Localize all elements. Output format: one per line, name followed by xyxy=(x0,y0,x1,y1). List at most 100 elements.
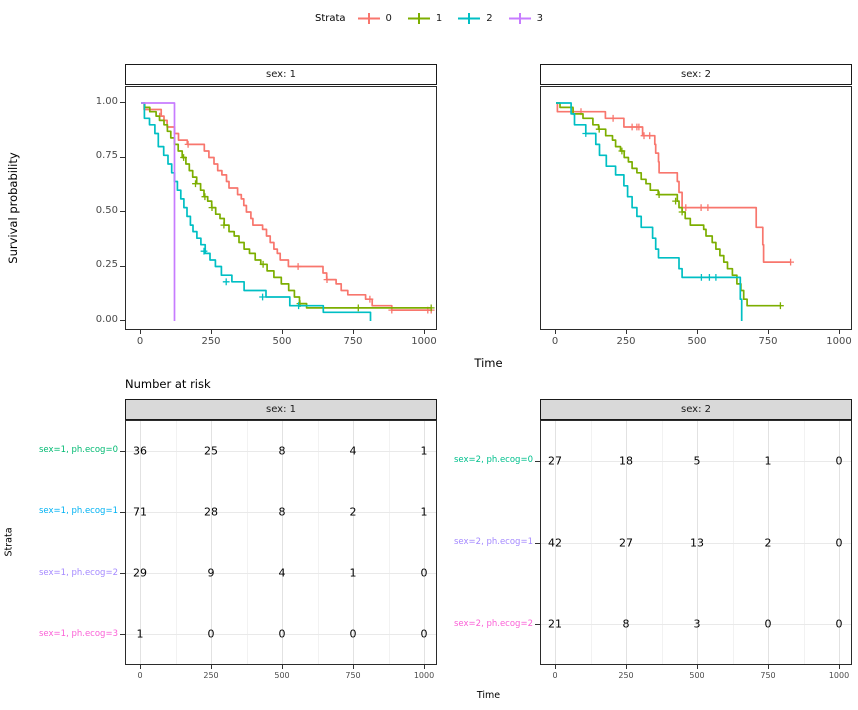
gridline-vertical-major xyxy=(282,421,283,664)
risk-x-tick-label: 0 xyxy=(552,671,558,680)
risk-count: 8 xyxy=(278,505,286,519)
y-tick-label: 0.50 xyxy=(95,204,118,216)
risk-count: 0 xyxy=(278,627,286,641)
gridline-horizontal xyxy=(541,460,851,462)
legend-item-label: 1 xyxy=(435,12,443,24)
risk-row-label: sex=1, ph.ecog=2 xyxy=(39,567,118,578)
x-tick-mark xyxy=(282,330,283,334)
x-tick-label: 500 xyxy=(687,336,707,347)
risk-count: 8 xyxy=(622,617,630,631)
risk-x-tick-mark xyxy=(282,665,283,669)
gridline-horizontal xyxy=(126,634,436,636)
risk-count: 1 xyxy=(420,505,428,519)
x-axis-title: Time xyxy=(474,356,503,370)
y-tick-label: 0.25 xyxy=(95,259,118,270)
gridline-vertical-major xyxy=(424,421,425,664)
risk-count: 27 xyxy=(548,454,562,468)
risk-count: 71 xyxy=(133,505,147,519)
risk-count: 3 xyxy=(693,617,701,631)
risk-count: 27 xyxy=(619,536,633,549)
x-tick-label: 1000 xyxy=(411,336,437,347)
risk-count: 0 xyxy=(349,627,357,641)
x-tick-label: 250 xyxy=(201,336,221,347)
survival-curves-canvas xyxy=(141,102,435,321)
x-tick-mark xyxy=(353,330,354,334)
risk-x-tick-label: 750 xyxy=(345,671,361,680)
risk-row-label: sex=2, ph.ecog=1 xyxy=(454,537,533,547)
risk-count: 29 xyxy=(133,566,147,580)
survival-curve-strata-2 xyxy=(556,102,743,321)
gridline-vertical-minor xyxy=(317,421,319,664)
risk-strip-sex1-label: sex: 1 xyxy=(265,404,296,415)
x-tick-label: 1000 xyxy=(826,336,852,347)
gridline-vertical-minor xyxy=(246,421,248,664)
risk-row-label: sex=1, ph.ecog=0 xyxy=(39,445,118,456)
gridline-horizontal xyxy=(541,542,851,544)
y-axis-title: Survival probability xyxy=(6,152,20,264)
risk-count: 28 xyxy=(204,505,218,519)
gridline-vertical-minor xyxy=(388,421,390,664)
gridline-horizontal xyxy=(126,450,436,452)
risk-row-tick-mark xyxy=(535,460,540,462)
risk-count: 0 xyxy=(764,617,772,631)
risk-count: 25 xyxy=(204,444,218,458)
x-tick-label: 0 xyxy=(136,336,144,347)
risk-x-tick-mark xyxy=(697,665,698,669)
risk-x-tick-mark xyxy=(839,665,840,669)
legend-item: 1 xyxy=(406,11,442,26)
risk-count: 0 xyxy=(420,566,428,580)
y-tick-mark xyxy=(120,156,125,158)
risk-count: 8 xyxy=(278,444,286,458)
risk-count: 1 xyxy=(420,444,428,458)
risk-x-tick-label: 1000 xyxy=(828,671,850,680)
y-tick-mark xyxy=(120,265,125,267)
risk-x-tick-mark xyxy=(140,665,141,669)
risk-count: 1 xyxy=(136,627,144,641)
censor-marks-strata-2 xyxy=(582,130,720,281)
risk-row-tick-mark xyxy=(120,573,125,575)
risk-row-label: sex=1, ph.ecog=1 xyxy=(39,506,118,517)
x-tick-mark xyxy=(140,330,141,334)
gridline-vertical-minor xyxy=(175,421,177,664)
risk-row-tick-mark xyxy=(535,542,540,544)
y-tick-mark xyxy=(120,211,125,212)
risk-row-tick-mark xyxy=(120,450,125,452)
risk-x-tick-label: 750 xyxy=(760,671,776,680)
legend-item: 2 xyxy=(456,11,493,26)
survival-panel-sex1 xyxy=(125,86,437,330)
risk-row-label: sex=1, ph.ecog=3 xyxy=(39,628,118,639)
x-tick-label: 750 xyxy=(758,336,778,347)
survival-curve-strata-3 xyxy=(141,102,176,321)
risk-x-tick-label: 0 xyxy=(137,671,143,680)
risk-row-label: sex=2, ph.ecog=2 xyxy=(454,618,533,629)
risk-row-tick-mark xyxy=(120,634,125,636)
risk-count: 0 xyxy=(835,617,843,631)
risk-x-tick-mark xyxy=(353,665,354,669)
x-tick-mark xyxy=(424,330,425,334)
gridline-vertical-major xyxy=(211,421,212,664)
facet-strip-sex1: sex: 1 xyxy=(125,64,437,85)
facet-strip-sex2-label: sex: 2 xyxy=(680,69,711,80)
x-tick-label: 500 xyxy=(272,336,292,347)
risk-count: 0 xyxy=(420,627,428,641)
facet-strip-sex2: sex: 2 xyxy=(540,64,852,85)
gridline-vertical-major xyxy=(353,421,354,664)
x-tick-mark xyxy=(211,330,212,334)
gridline-vertical-major xyxy=(140,421,141,664)
gridline-horizontal xyxy=(541,624,851,626)
risk-count: 1 xyxy=(349,566,357,580)
risk-count: 1 xyxy=(764,454,772,468)
x-tick-label: 250 xyxy=(616,336,636,347)
risk-count: 0 xyxy=(835,536,843,549)
risk-count: 2 xyxy=(764,536,772,549)
x-tick-mark xyxy=(697,330,698,334)
censor-marks-strata-1 xyxy=(595,125,784,310)
risk-count: 5 xyxy=(693,454,701,468)
censor-marks-strata-0 xyxy=(569,108,794,266)
risk-x-tick-label: 500 xyxy=(689,671,705,680)
survival-curve-strata-0 xyxy=(141,102,432,311)
risk-x-tick-mark xyxy=(424,665,425,669)
x-tick-mark xyxy=(768,330,769,334)
risk-x-tick-label: 500 xyxy=(274,671,290,680)
